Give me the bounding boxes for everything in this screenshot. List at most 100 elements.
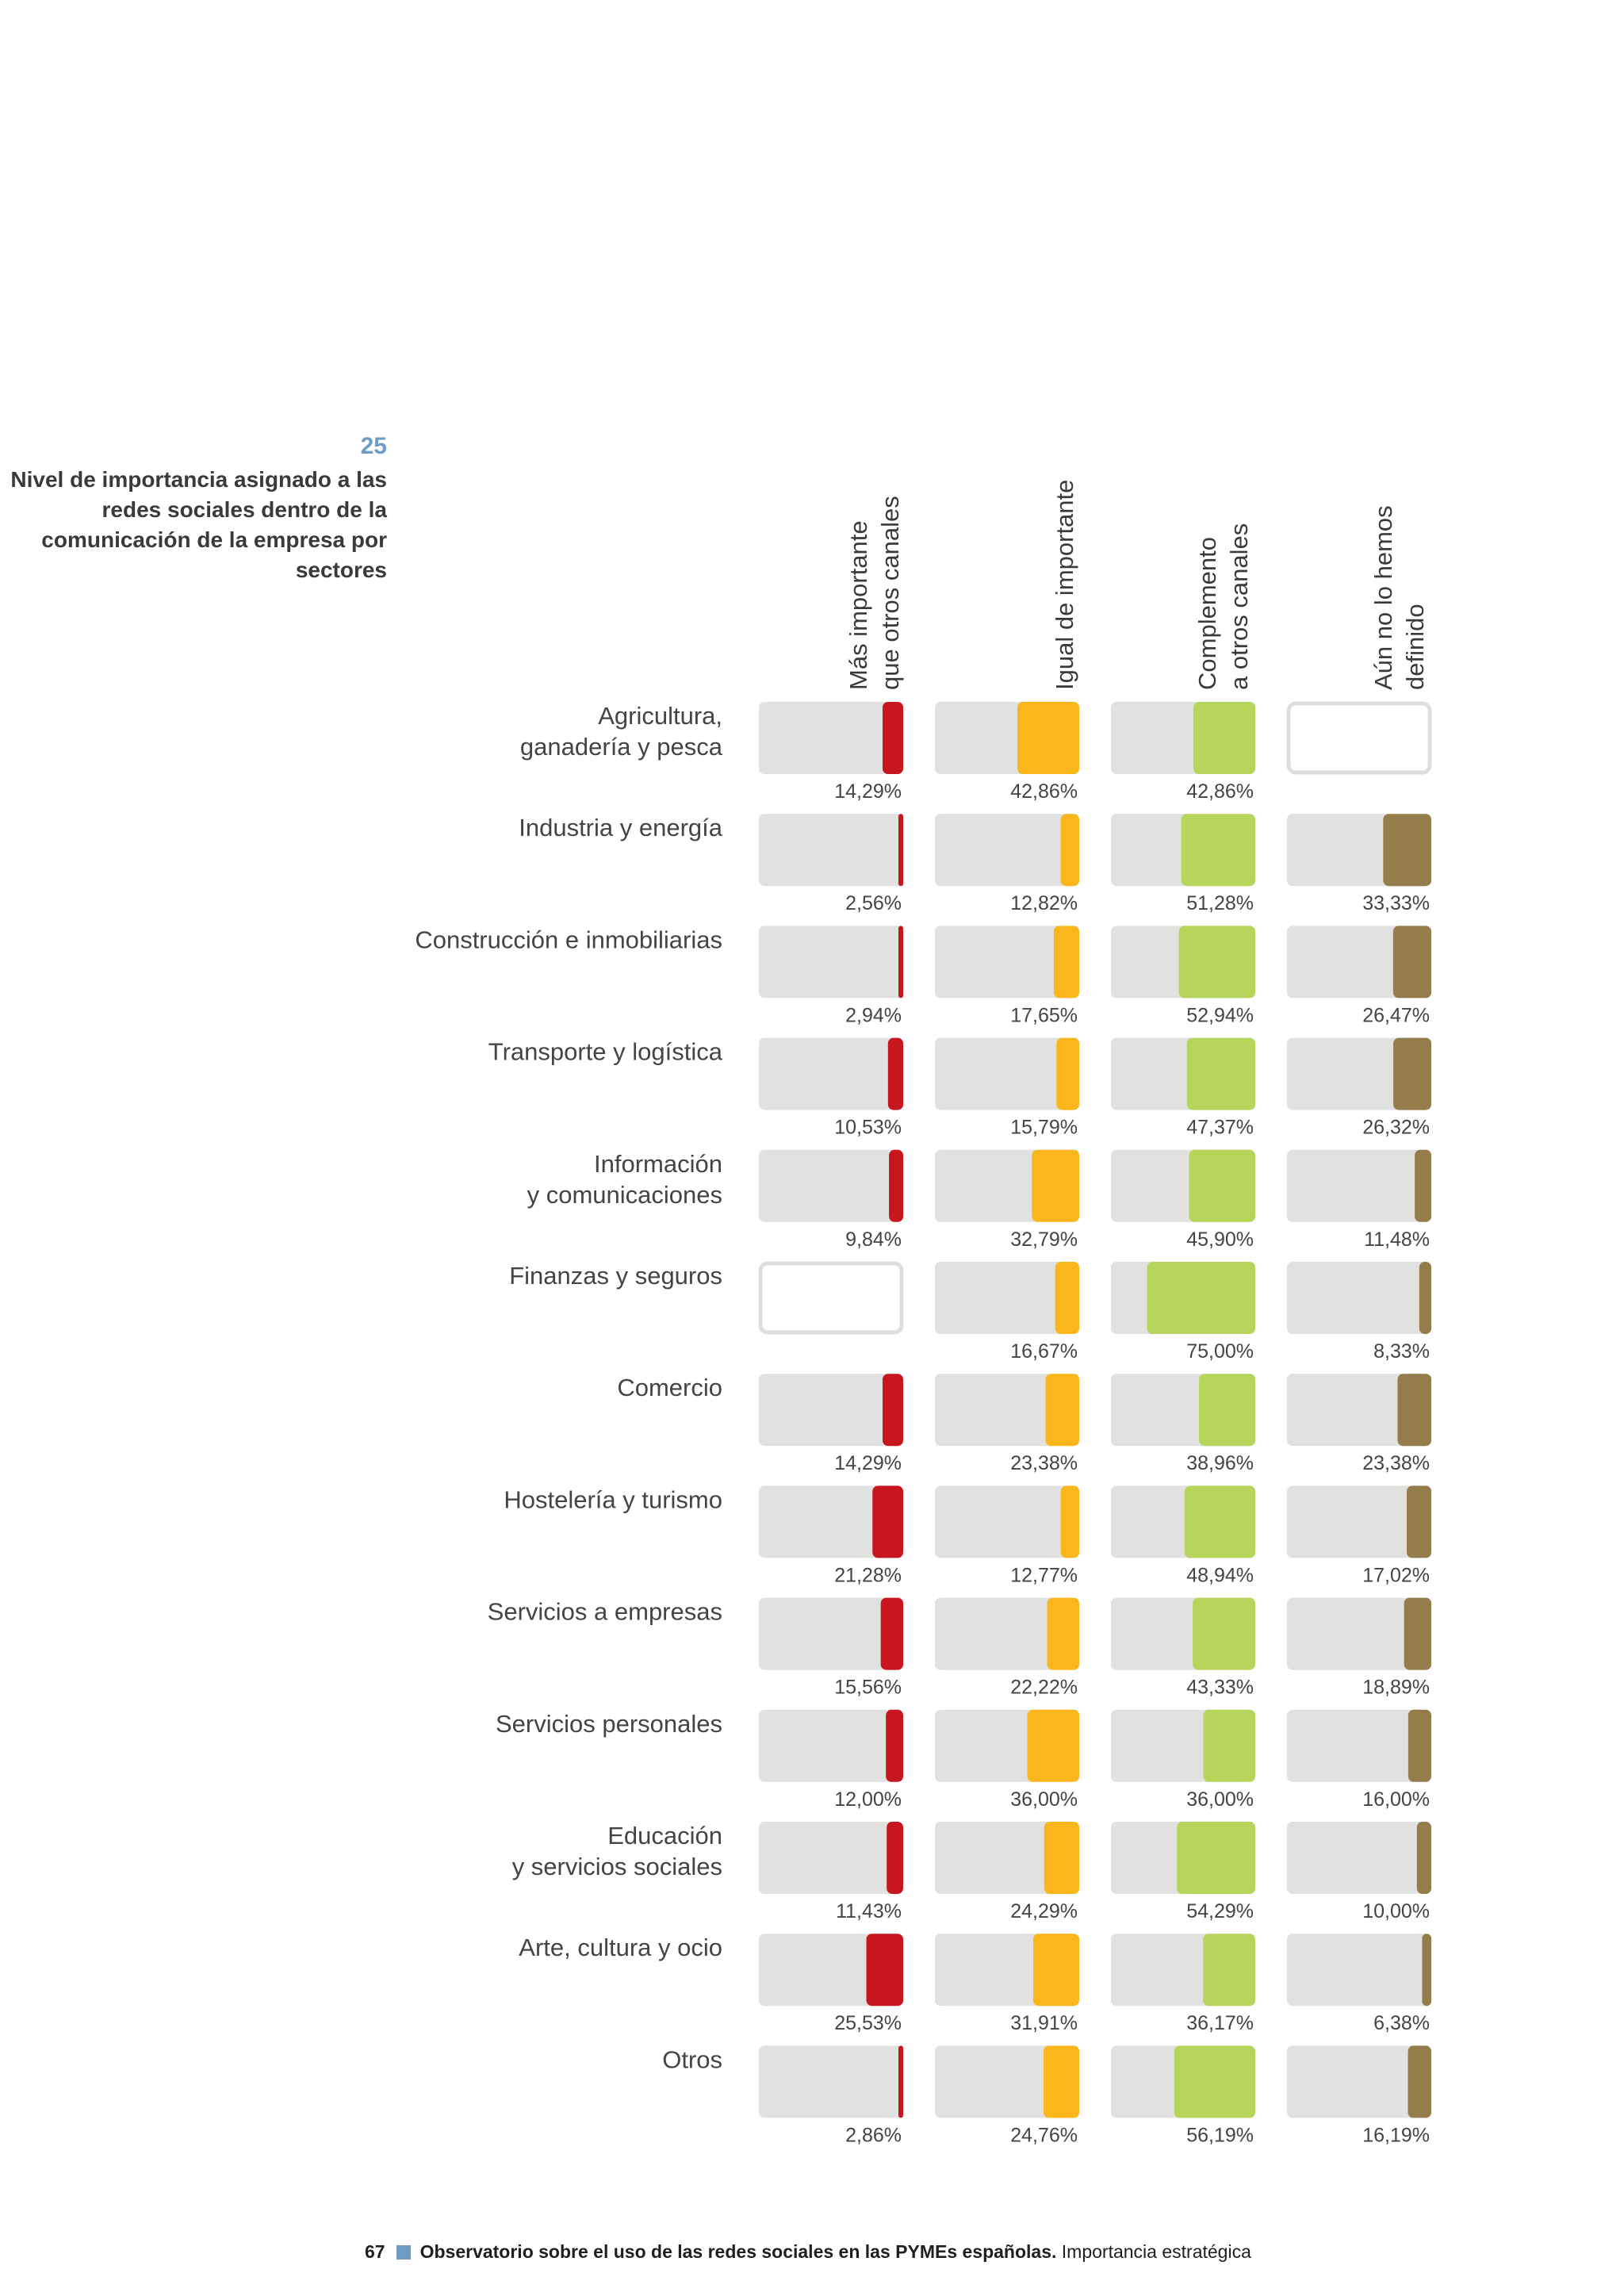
section-title: Importancia estratégica (1061, 2241, 1251, 2262)
value-label-transporte-y-logistica-1: 10,53% (834, 1117, 902, 1139)
sector-label-finanzas-y-seguros: Finanzas y seguros (509, 1262, 722, 1290)
value-label-arte-cultura-y-ocio-2: 31,91% (1010, 2012, 1078, 2034)
bar-comercio-1-fill (882, 1374, 903, 1447)
bar-transporte-y-logistica-2-track (935, 1037, 1079, 1110)
bar-educacion-y-servicios-sociales-3-fill (1177, 1822, 1255, 1894)
bar-transporte-y-logistica-1-fill (887, 1037, 903, 1110)
bar-servicios-personales-4-track (1287, 1709, 1431, 1782)
bar-servicios-a-empresas-3-fill (1193, 1597, 1255, 1670)
value-label-educacion-y-servicios-sociales-3: 54,29% (1186, 1900, 1254, 1922)
bar-agricultura-ganaderia-y-pesca-1-track (759, 702, 903, 774)
sector-label-servicios-a-empresas: Servicios a empresas (488, 1598, 722, 1626)
publication-title: Observatorio sobre el uso de las redes s… (419, 2241, 1057, 2262)
sector-label-arte-cultura-y-ocio: Arte, cultura y ocio (519, 1934, 722, 1961)
value-label-servicios-a-empresas-2: 22,22% (1010, 1677, 1078, 1699)
value-label-arte-cultura-y-ocio-1: 25,53% (834, 2012, 902, 2034)
bar-informacion-y-comunicaciones-1-fill (889, 1149, 903, 1222)
bar-servicios-personales-1-fill (886, 1709, 903, 1782)
bar-industria-y-energia-2-fill (1060, 814, 1079, 887)
value-label-industria-y-energia-2: 12,82% (1010, 892, 1078, 914)
sector-label-otros: Otros (662, 2045, 722, 2073)
value-label-otros-4: 16,19% (1362, 2124, 1430, 2146)
value-label-arte-cultura-y-ocio-4: 6,38% (1373, 2012, 1430, 2034)
value-label-agricultura-ganaderia-y-pesca-2: 42,86% (1010, 780, 1078, 803)
bar-construccion-e-inmobiliarias-1-fill (898, 926, 903, 999)
bar-comercio-4-fill (1397, 1374, 1431, 1447)
bar-otros-1-track (759, 2045, 903, 2118)
bar-comercio-2-track (935, 1374, 1079, 1447)
bar-finanzas-y-seguros-1-empty (758, 1261, 904, 1335)
bar-hosteleria-y-turismo-2-track (935, 1485, 1079, 1558)
bar-informacion-y-comunicaciones-2-fill (1032, 1149, 1079, 1222)
value-label-construccion-e-inmobiliarias-4: 26,47% (1362, 1004, 1430, 1026)
sector-label-hosteleria-y-turismo: Hostelería y turismo (504, 1485, 722, 1513)
value-label-hosteleria-y-turismo-2: 12,77% (1010, 1564, 1078, 1586)
value-label-servicios-a-empresas-3: 43,33% (1186, 1677, 1254, 1699)
bar-industria-y-energia-1-fill (898, 814, 903, 887)
bar-industria-y-energia-1-track (759, 814, 903, 887)
bar-servicios-personales-2-fill (1027, 1709, 1079, 1782)
sector-label-industria-y-energia: Industria y energía (519, 814, 723, 841)
value-label-otros-1: 2,86% (845, 2124, 902, 2146)
value-label-educacion-y-servicios-sociales-1: 11,43% (836, 1900, 902, 1922)
bar-finanzas-y-seguros-2-track (935, 1262, 1079, 1334)
value-label-servicios-a-empresas-1: 15,56% (834, 1677, 902, 1699)
value-label-industria-y-energia-3: 51,28% (1186, 892, 1254, 914)
bar-educacion-y-servicios-sociales-2-fill (1044, 1822, 1079, 1894)
bar-agricultura-ganaderia-y-pesca-3-fill (1193, 702, 1255, 774)
sector-label-educacion-y-servicios-sociales: Educación y servicios sociales (512, 1822, 722, 1880)
value-label-hosteleria-y-turismo-4: 17,02% (1362, 1564, 1430, 1586)
bar-transporte-y-logistica-3-fill (1186, 1037, 1255, 1110)
page-number: 67 (365, 2241, 385, 2262)
sector-label-agricultura-ganaderia-y-pesca: Agricultura, ganadería y pesca (520, 702, 723, 761)
bar-agricultura-ganaderia-y-pesca-1-fill (882, 702, 903, 774)
bar-hosteleria-y-turismo-2-fill (1060, 1485, 1079, 1558)
bar-educacion-y-servicios-sociales-4-track (1287, 1822, 1431, 1894)
bar-informacion-y-comunicaciones-4-track (1287, 1149, 1431, 1222)
bar-servicios-a-empresas-4-fill (1404, 1597, 1431, 1670)
bar-comercio-1-track (759, 1374, 903, 1447)
bar-educacion-y-servicios-sociales-1-fill (887, 1822, 903, 1894)
value-label-comercio-4: 23,38% (1362, 1452, 1430, 1474)
value-label-comercio-2: 23,38% (1010, 1452, 1078, 1474)
bar-agricultura-ganaderia-y-pesca-2-fill (1017, 702, 1079, 774)
bar-servicios-personales-3-fill (1203, 1709, 1255, 1782)
value-label-servicios-a-empresas-4: 18,89% (1362, 1677, 1430, 1699)
bar-otros-4-fill (1408, 2045, 1431, 2118)
figure-number: 25 (360, 433, 387, 459)
bar-comercio-4-track (1287, 1374, 1431, 1447)
bar-construccion-e-inmobiliarias-3-fill (1178, 926, 1255, 999)
bar-finanzas-y-seguros-4-track (1287, 1262, 1431, 1334)
sector-label-informacion-y-comunicaciones: Información y comunicaciones (527, 1150, 722, 1209)
sector-label-construccion-e-inmobiliarias: Construcción e inmobiliarias (415, 926, 722, 953)
value-label-informacion-y-comunicaciones-4: 11,48% (1364, 1228, 1430, 1251)
bar-servicios-a-empresas-4-track (1287, 1597, 1431, 1670)
bar-finanzas-y-seguros-3-fill (1147, 1262, 1255, 1334)
value-label-comercio-1: 14,29% (834, 1452, 902, 1474)
value-label-servicios-personales-3: 36,00% (1186, 1788, 1254, 1811)
value-label-industria-y-energia-1: 2,56% (845, 892, 902, 914)
value-label-finanzas-y-seguros-2: 16,67% (1010, 1340, 1078, 1363)
bar-comercio-3-fill (1199, 1374, 1255, 1447)
figure-title: Nivel de importancia asignado a las rede… (10, 467, 387, 582)
value-label-educacion-y-servicios-sociales-2: 24,29% (1010, 1900, 1078, 1922)
value-label-servicios-personales-2: 36,00% (1010, 1788, 1078, 1811)
value-label-hosteleria-y-turismo-3: 48,94% (1186, 1564, 1254, 1586)
bar-servicios-a-empresas-2-fill (1047, 1597, 1079, 1670)
bar-arte-cultura-y-ocio-3-fill (1203, 1934, 1255, 2007)
value-label-servicios-personales-4: 16,00% (1362, 1788, 1430, 1811)
value-label-otros-3: 56,19% (1186, 2124, 1254, 2146)
value-label-transporte-y-logistica-3: 47,37% (1186, 1117, 1254, 1139)
bar-agricultura-ganaderia-y-pesca-4-empty (1286, 701, 1432, 775)
value-label-arte-cultura-y-ocio-3: 36,17% (1186, 2012, 1254, 2034)
value-label-informacion-y-comunicaciones-3: 45,90% (1186, 1228, 1254, 1251)
value-label-informacion-y-comunicaciones-2: 32,79% (1010, 1228, 1078, 1251)
bar-transporte-y-logistica-2-fill (1056, 1037, 1079, 1110)
value-label-transporte-y-logistica-2: 15,79% (1010, 1117, 1078, 1139)
bar-construccion-e-inmobiliarias-2-track (935, 926, 1079, 999)
bar-otros-2-fill (1043, 2045, 1079, 2118)
bar-industria-y-energia-2-track (935, 814, 1079, 887)
value-label-industria-y-energia-4: 33,33% (1362, 892, 1430, 914)
bar-servicios-a-empresas-2-track (935, 1597, 1079, 1670)
